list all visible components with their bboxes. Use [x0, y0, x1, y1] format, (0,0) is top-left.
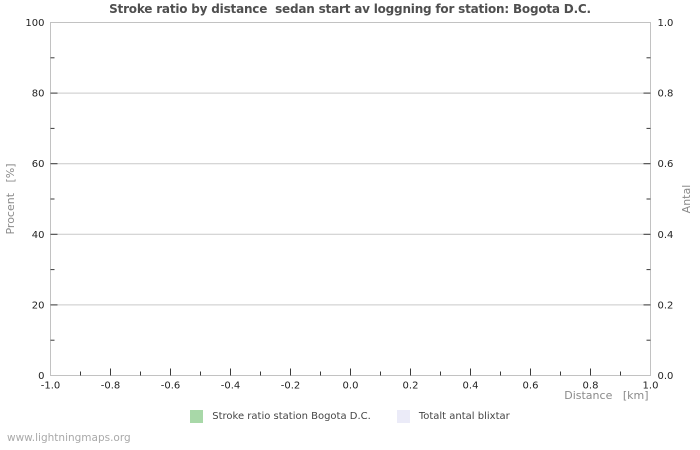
svg-text:0.0: 0.0 [658, 371, 674, 382]
svg-text:0.6: 0.6 [523, 381, 539, 392]
svg-text:0.6: 0.6 [658, 159, 674, 170]
legend-label-total-strokes: Totalt antal blixtar [418, 410, 510, 422]
svg-text:0.2: 0.2 [658, 300, 674, 311]
legend-item-total-strokes: Totalt antal blixtar [396, 409, 510, 423]
svg-text:0.0: 0.0 [343, 381, 359, 392]
svg-text:40: 40 [32, 230, 45, 241]
svg-text:-0.6: -0.6 [161, 381, 181, 392]
legend-item-stroke-ratio: Stroke ratio station Bogota D.C. [190, 409, 371, 423]
svg-text:Antal: Antal [680, 185, 693, 214]
svg-text:0.2: 0.2 [403, 381, 419, 392]
svg-text:0.8: 0.8 [583, 381, 599, 392]
svg-text:-1.0: -1.0 [41, 381, 61, 392]
svg-text:0.4: 0.4 [463, 381, 479, 392]
svg-text:1.0: 1.0 [643, 381, 659, 392]
legend-swatch-total-strokes [396, 409, 410, 423]
svg-text:-0.4: -0.4 [221, 381, 241, 392]
chart-title: Stroke ratio by distance sedan start av … [109, 2, 591, 16]
watermark-link[interactable]: www.lightningmaps.org [7, 432, 131, 444]
svg-text:0: 0 [38, 371, 44, 382]
svg-text:1.0: 1.0 [658, 18, 674, 29]
svg-text:Distance [km]: Distance [km] [564, 389, 648, 402]
svg-text:20: 20 [32, 300, 45, 311]
svg-text:0.4: 0.4 [658, 230, 674, 241]
svg-text:100: 100 [25, 18, 44, 29]
svg-text:80: 80 [32, 89, 45, 100]
svg-text:0.8: 0.8 [658, 89, 674, 100]
svg-text:-0.2: -0.2 [281, 381, 301, 392]
svg-text:60: 60 [32, 159, 45, 170]
legend-swatch-stroke-ratio [190, 409, 204, 423]
svg-text:-0.8: -0.8 [101, 381, 121, 392]
legend-label-stroke-ratio: Stroke ratio station Bogota D.C. [212, 410, 371, 422]
legend: Stroke ratio station Bogota D.C. Totalt … [0, 407, 700, 425]
svg-text:Procent [%]: Procent [%] [4, 163, 17, 234]
